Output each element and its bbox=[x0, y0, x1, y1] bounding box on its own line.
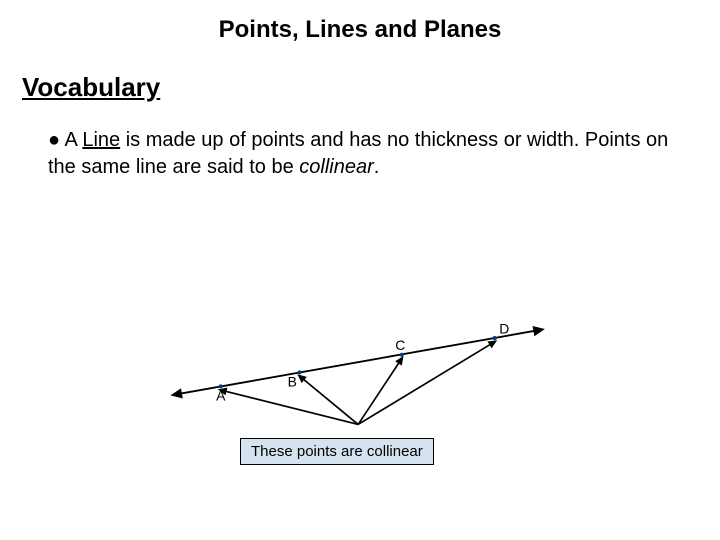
bullet: ● bbox=[48, 129, 60, 151]
callout-arrow-C bbox=[358, 359, 402, 425]
def-pre: A bbox=[60, 129, 82, 151]
point-label-A: A bbox=[216, 387, 226, 403]
callout-arrow-D bbox=[358, 342, 495, 425]
main-line bbox=[174, 330, 541, 395]
definition-text: ● A Line is made up of points and has no… bbox=[48, 127, 680, 181]
slide-page: Points, Lines and Planes Vocabulary ● A … bbox=[0, 0, 720, 540]
diagram: A B C D These points are collinear bbox=[150, 300, 570, 480]
def-post: . bbox=[374, 156, 380, 178]
point-label-D: D bbox=[499, 320, 509, 336]
page-title: Points, Lines and Planes bbox=[20, 16, 700, 44]
diagram-svg: A B C D bbox=[150, 300, 570, 430]
point-C bbox=[400, 353, 404, 357]
point-label-B: B bbox=[288, 373, 297, 389]
caption-box: These points are collinear bbox=[240, 438, 434, 465]
callout-arrows bbox=[221, 342, 495, 425]
def-italic: collinear bbox=[299, 156, 373, 178]
section-heading: Vocabulary bbox=[22, 72, 700, 103]
point-D bbox=[493, 336, 497, 340]
point-B bbox=[298, 370, 302, 374]
def-term: Line bbox=[82, 129, 120, 151]
point-label-C: C bbox=[395, 337, 405, 353]
